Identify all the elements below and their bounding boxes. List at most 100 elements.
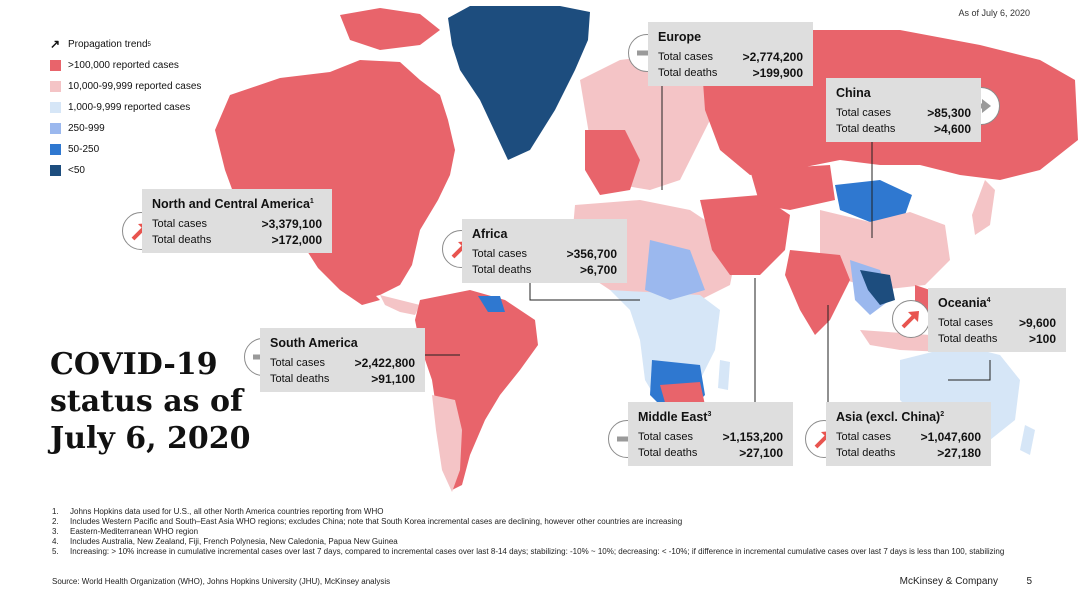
deaths-row: Total deaths >27,100 [638,446,783,461]
cases-value: >356,700 [566,247,617,262]
central-america-shape [380,295,420,315]
brand-label: McKinsey & Company [899,576,998,587]
legend-item: 250-999 [50,118,201,139]
region-box-oceania: Oceania4 Total cases >9,600 Total deaths >… [928,288,1066,353]
legend-item-label: 10,000-99,999 reported cases [68,81,202,92]
legend-trend-label: Propagation trend [68,39,148,50]
footnote: 2. Includes Western Pacific and South–Eas… [52,517,683,526]
cases-row: Total cases >3,379,100 [152,217,322,232]
cases-value: >9,600 [1018,316,1056,331]
legend-item-label: <50 [68,165,85,176]
deaths-value: >199,900 [752,66,803,81]
mexico-shape [300,240,380,305]
cases-value: >2,422,800 [354,356,415,371]
cases-row: Total cases >1,047,600 [836,430,981,445]
south-america-south-shape [432,395,462,492]
cases-row: Total cases >2,774,200 [658,50,803,65]
legend-trend-note: 5 [147,41,151,48]
legend-item: >100,000 reported cases [50,55,201,76]
canada-islands-shape [340,8,440,50]
india-shape [785,250,850,335]
cases-row: Total cases >1,153,200 [638,430,783,445]
deaths-value: >91,100 [371,372,415,387]
oceania-connector-line [948,360,991,381]
madagascar-shape [718,360,730,390]
region-name: Middle East3 [638,410,712,425]
increasing-arrow-icon [901,311,919,329]
legend-swatch [50,144,61,155]
page-number: 5 [1026,576,1032,587]
cases-value: >3,379,100 [261,217,322,232]
cases-value: >85,300 [927,106,971,121]
slide-title: COVID-19 status as of July 6, 2020 [50,346,300,457]
region-name: China [836,86,871,101]
footnote: 4. Includes Australia, New Zealand, Fiji,… [52,537,398,546]
deaths-row: Total deaths >199,900 [658,66,803,81]
legend-item-label: 1,000-9,999 reported cases [68,102,191,113]
africa-west-shape [645,240,705,300]
title-line: status as of [50,384,243,419]
legend-item-label: >100,000 reported cases [68,60,179,71]
region-name: North and Central America1 [152,197,314,212]
deaths-row: Total deaths >91,100 [270,372,415,387]
legend-item: <50 [50,160,201,181]
south-america-shape [415,290,538,490]
deaths-value: >6,700 [579,263,617,278]
footnote: 1. Johns Hopkins data used for U.S., all … [52,507,384,516]
legend-swatch [50,102,61,113]
region-box-africa: Africa Total cases >356,700 Total deaths >… [462,219,627,284]
kazakhstan-shape [750,165,835,210]
legend-swatch [50,165,61,176]
title-line: July 6, 2020 [50,421,251,456]
legend-item: 50-250 [50,139,201,160]
legend-item-label: 50-250 [68,144,100,155]
region-name: Europe [658,30,702,45]
deaths-row: Total deaths >4,600 [836,122,971,137]
cases-value: >1,153,200 [722,430,783,445]
title-line: COVID-19 [50,347,218,382]
deaths-value: >27,100 [739,446,783,461]
cases-row: Total cases >9,600 [938,316,1056,331]
legend-swatch [50,81,61,92]
cases-row: Total cases >85,300 [836,106,971,121]
region-box-europe: Europe Total cases >2,774,200 Total death… [648,22,813,87]
deaths-row: Total deaths >172,000 [152,233,322,248]
region-box-south-america: South America Total cases >2,422,800 Tota… [260,328,425,393]
greenland-shape [448,6,590,160]
footnotes: 1. Johns Hopkins data used for U.S., all … [52,507,1052,557]
date-label: As of July 6, 2020 [958,8,1030,18]
indochina-shape [860,270,895,305]
region-box-north-america: North and Central America1 Total cases >3… [142,189,332,254]
legend-item-label: 250-999 [68,123,105,134]
cases-value: >2,774,200 [742,50,803,65]
legend-swatch [50,123,61,134]
region-name: Africa [472,227,508,242]
cases-row: Total cases >356,700 [472,247,617,262]
middle-east-shape [700,195,790,275]
deaths-value: >100 [1028,332,1056,347]
europe-west-shape [585,130,640,195]
trend-badge-oceania [892,300,930,338]
trend-arrow-icon: ↗ [50,37,61,51]
legend-item: 10,000-99,999 reported cases [50,76,201,97]
footnote: 5. Increasing: > 10% increase in cumulati… [52,547,1005,556]
new-zealand-shape [1020,425,1035,455]
guyana-shape [478,296,505,312]
region-box-middle-east: Middle East3 Total cases >1,153,200 Total… [628,402,793,467]
north-america-shape [215,60,455,300]
region-name: South America [270,336,358,351]
deaths-value: >27,180 [937,446,981,461]
deaths-row: Total deaths >27,180 [836,446,981,461]
mongolia-shape [835,180,912,222]
region-name: Asia (excl. China)2 [836,410,945,425]
deaths-value: >172,000 [271,233,322,248]
deaths-value: >4,600 [933,122,971,137]
region-box-china: China Total cases >85,300 Total deaths >4,… [826,78,981,143]
region-name: Oceania4 [938,296,991,311]
japan-shape [972,180,995,235]
map-legend: ↗ Propagation trend 5 >100,000 reported c… [50,34,201,181]
footnote: 3. Eastern-Mediterranean WHO region [52,527,199,536]
deaths-row: Total deaths >6,700 [472,263,617,278]
source-note: Source: World Health Organization (WHO),… [52,577,391,586]
legend-trend-row: ↗ Propagation trend 5 [50,34,201,55]
